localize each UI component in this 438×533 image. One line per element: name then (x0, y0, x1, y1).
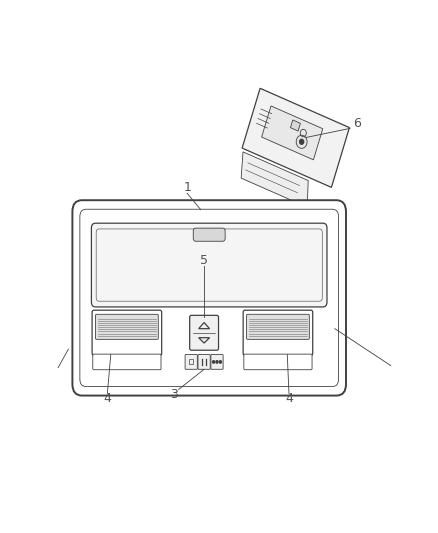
FancyBboxPatch shape (95, 314, 158, 340)
Text: 1: 1 (183, 181, 191, 193)
FancyBboxPatch shape (193, 228, 225, 241)
Circle shape (216, 361, 218, 363)
FancyBboxPatch shape (211, 354, 223, 369)
FancyBboxPatch shape (243, 310, 313, 356)
Polygon shape (261, 106, 323, 160)
FancyBboxPatch shape (92, 310, 162, 356)
Polygon shape (242, 88, 350, 188)
Polygon shape (241, 152, 308, 207)
FancyBboxPatch shape (93, 354, 161, 370)
Circle shape (219, 361, 222, 363)
Circle shape (212, 361, 215, 363)
FancyBboxPatch shape (190, 316, 219, 350)
FancyBboxPatch shape (185, 354, 197, 369)
Text: 3: 3 (170, 388, 177, 401)
Text: 4: 4 (285, 392, 293, 405)
FancyBboxPatch shape (244, 354, 312, 370)
Polygon shape (290, 120, 300, 131)
Text: 6: 6 (353, 117, 361, 130)
FancyBboxPatch shape (247, 314, 309, 340)
FancyBboxPatch shape (72, 200, 346, 395)
Text: 4: 4 (103, 392, 111, 405)
FancyBboxPatch shape (92, 223, 327, 307)
Circle shape (300, 139, 304, 144)
FancyBboxPatch shape (198, 354, 210, 369)
Text: 5: 5 (200, 254, 208, 268)
